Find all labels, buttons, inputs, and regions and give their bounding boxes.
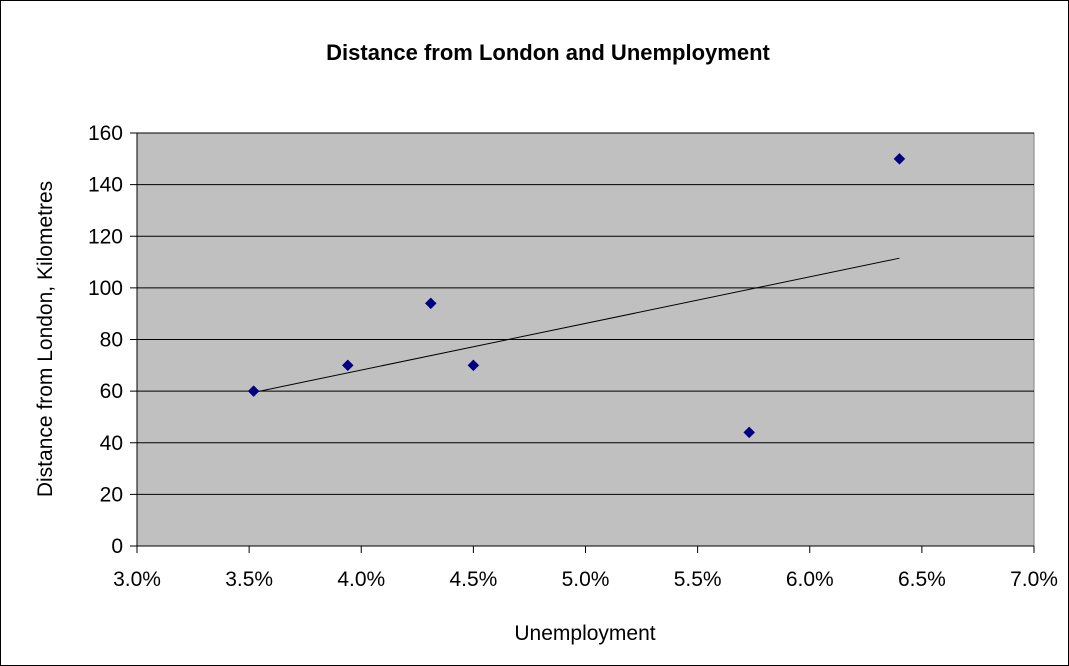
axes bbox=[130, 132, 1035, 553]
x-tick-labels: 3.0% 3.5% 4.0% 4.5% 5.0% 5.5% 6.0% 6.5% 7.0% bbox=[113, 568, 1058, 591]
x-tick-label: 7.0% bbox=[1010, 568, 1058, 591]
x-tick-label: 3.0% bbox=[113, 568, 161, 591]
data-point bbox=[467, 359, 480, 372]
data-point bbox=[424, 297, 437, 310]
x-tick-label: 5.0% bbox=[562, 568, 610, 591]
y-tick-label: 0 bbox=[111, 535, 123, 558]
y-tick-label: 120 bbox=[88, 225, 123, 248]
data-point bbox=[893, 152, 906, 165]
y-tick-labels: 0 20 40 60 80 100 120 140 160 bbox=[88, 122, 123, 558]
y-tick-label: 160 bbox=[88, 122, 123, 145]
gridlines bbox=[137, 132, 1034, 495]
chart-title: Distance from London and Unemployment bbox=[326, 40, 770, 65]
y-tick-label: 80 bbox=[100, 329, 123, 352]
x-tick-label: 6.5% bbox=[898, 568, 946, 591]
y-tick-label: 100 bbox=[88, 277, 123, 300]
y-tick-label: 20 bbox=[100, 483, 123, 506]
data-point bbox=[743, 426, 756, 439]
x-tick-label: 3.5% bbox=[225, 568, 273, 591]
x-tick-label: 4.0% bbox=[337, 568, 385, 591]
y-axis-label: Distance from London, Kilometres bbox=[34, 181, 57, 497]
trendline bbox=[253, 257, 900, 393]
y-tick-label: 140 bbox=[88, 174, 123, 197]
data-points bbox=[247, 152, 906, 439]
x-axis-label: Unemployment bbox=[514, 622, 655, 645]
data-point bbox=[341, 359, 354, 372]
x-tick-label: 4.5% bbox=[449, 568, 497, 591]
x-tick-label: 5.5% bbox=[674, 568, 722, 591]
trendline-group bbox=[253, 257, 900, 393]
x-tick-label: 6.0% bbox=[786, 568, 834, 591]
data-point bbox=[247, 385, 260, 397]
y-tick-label: 40 bbox=[100, 432, 123, 455]
y-tick-label: 60 bbox=[100, 380, 123, 403]
